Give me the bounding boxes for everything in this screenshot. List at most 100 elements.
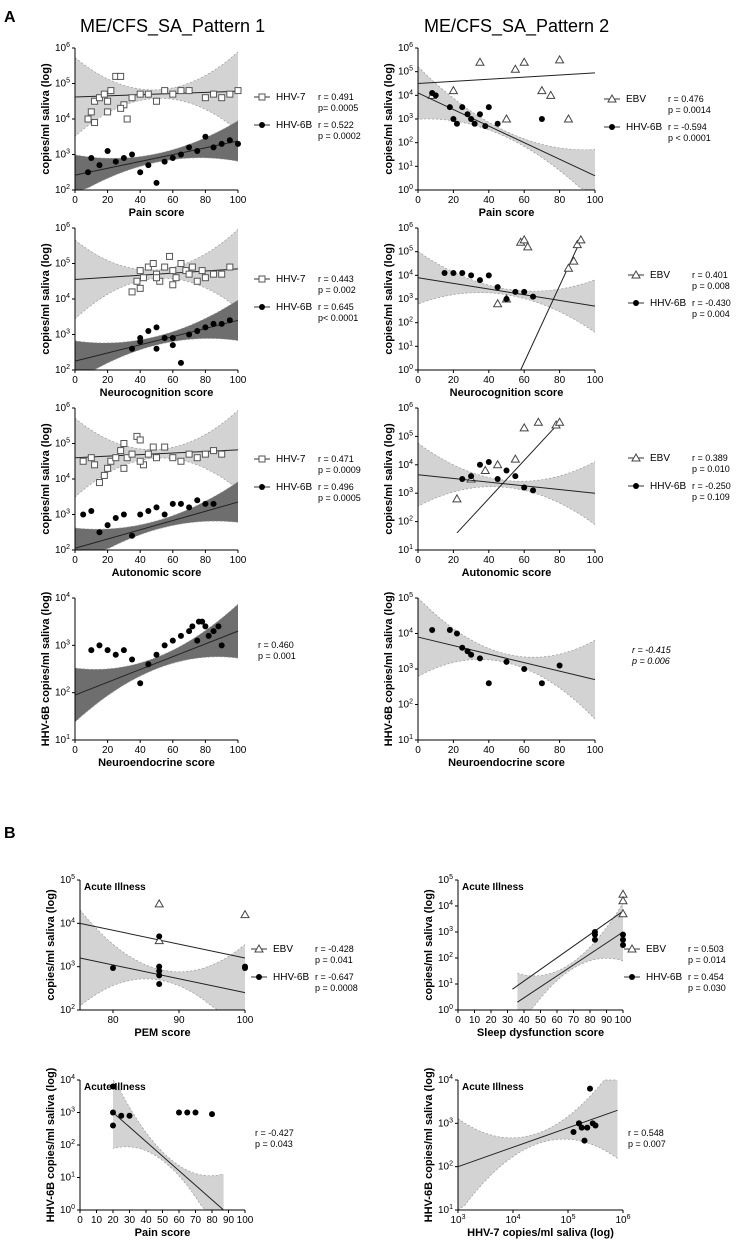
a3-stat-p-1: p< 0.0001 [318,313,358,323]
a3-HHV-7-point-1 [133,277,141,285]
a1-ytick-label-5: 105 [55,78,70,90]
a6-HHV-6B-point-6 [512,473,519,480]
a1-HHV-6B-point-18 [226,137,233,144]
a1-xtick-label-100: 100 [230,195,247,206]
a4-HHV-6B-point-10 [530,293,537,300]
a1-HHV-7-point-4 [100,90,108,98]
a3-stat-p-0: p = 0.002 [318,285,356,295]
a2-EBV-point-7 [545,90,556,99]
b3-HHV-6B-point-7 [192,1109,199,1116]
a3-HHV-7-point-2 [136,267,144,275]
a1-HHV-6B-ci-band [75,120,238,190]
b3-xtick-label-40: 40 [140,1215,152,1226]
a6-HHV-6B-fit-line [417,474,596,494]
a7-HHV-6B-point-3 [112,651,119,658]
a5-HHV-6B-point-10 [161,511,168,518]
a3-x-axis-title: Neurocognition score [100,387,214,399]
a1-HHV-6B-point-17 [218,140,225,147]
a3-HHV-6B-point-0 [129,345,136,352]
a5-HHV-6B-point-11 [169,500,176,507]
a3-y-axis-title: copies/ml saliva (log) [40,243,52,355]
a1-HHV-7-point-11 [128,94,136,102]
a3-HHV-6B-point-9 [202,324,209,331]
b3-ytick-label-3: 103 [60,1107,75,1119]
a3-HHV-7-point-23 [153,274,160,282]
a4-EBV-point-8 [575,234,586,244]
a4-EBV-point-4 [522,241,533,251]
b2-xtick-label-70: 70 [568,1015,580,1026]
a3-HHV-6B-point-2 [145,327,152,334]
a5-HHV-7-point-6 [107,457,115,465]
a6-ytick-label-4: 104 [398,459,413,471]
b1-EBV-point-2 [240,909,250,919]
a1-ytick-label-2: 102 [55,184,70,196]
a8-xtick-label-60: 60 [519,745,531,756]
a7-HHV-6B-point-18 [215,623,222,630]
a1-HHV-7-point-23 [234,87,242,95]
b3-HHV-6B-point-0 [110,1083,116,1090]
b1-HHV-6B-point-3 [156,972,163,979]
a1-xtick-label-0: 0 [72,195,78,206]
a4-HHV-6B-point-1 [450,269,457,276]
a4-x-axis-title: Neurocognition score [450,387,564,399]
a3-HHV-7-point-11 [172,274,180,282]
a5-HHV-7-point-20 [177,457,185,465]
a6-legend-marker-1 [633,483,639,489]
a5-stat-r-1: r = 0.496 [318,482,354,492]
a2-stat-r-1: r = -0.594 [668,122,707,132]
b2-xtick-label-10: 10 [469,1015,481,1026]
a3-xtick-label-0: 0 [72,375,78,386]
a6-EBV-point-6 [533,417,544,426]
b4-HHV-6B-point-2 [576,1120,582,1127]
a7-xtick-label-80: 80 [200,745,212,756]
b3-xtick-label-60: 60 [173,1215,185,1226]
a1-HHV-7-point-13 [144,90,152,98]
a6-HHV-6B-point-8 [530,487,537,494]
a3-HHV-7-point-3 [139,274,147,282]
b2-xtick-label-90: 90 [601,1015,613,1026]
b4-xtick-label-6: 106 [615,1214,630,1226]
b1-stat-r-0: r = -0.428 [315,944,354,954]
a5-xtick-label-100: 100 [230,555,247,566]
a1-HHV-7-point-20 [210,90,218,98]
a2-ytick-label-5: 105 [398,66,413,78]
a2-HHV-6B-point-8 [471,120,478,127]
b3-xtick-label-100: 100 [237,1215,254,1226]
a5-stat-p-1: p = 0.0005 [318,493,361,503]
a6-xtick-label-80: 80 [554,555,566,566]
a5-HHV-7-point-18 [161,443,169,451]
a3-HHV-7-point-4 [144,263,152,271]
a7-xtick-label-0: 0 [72,745,78,756]
a1-stat-p-0: p= 0.0005 [318,103,358,113]
a7-HHV-6B-ci-lower [74,656,239,723]
a3-HHV-6B-fit-line [74,319,239,362]
a5-HHV-7-point-2 [91,461,99,469]
a3-HHV-7-point-10 [169,267,177,275]
a1-HHV-6B-point-1 [88,155,95,162]
a8-HHV-6B-point-3 [459,644,466,651]
a3-HHV-6B-point-6 [177,359,184,366]
a3-HHV-6B-ci-upper [74,299,239,344]
a1-xtick-label-40: 40 [135,195,147,206]
a1-HHV-6B-point-10 [161,158,168,165]
a7-HHV-6B-point-2 [104,647,111,654]
a2-legend-marker-0 [607,93,617,103]
a3-legend-label-0: HHV-7 [276,274,306,285]
panel-b-label: B [4,825,16,842]
b3-HHV-6B-ci-band [113,1080,224,1210]
b4-HHV-6B-point-6 [587,1085,593,1092]
a5-HHV-7-point-15 [144,450,152,458]
a6-EBV-point-0 [452,493,462,503]
a3-HHV-7-point-19 [210,270,218,278]
a2-HHV-6B-point-1 [432,92,439,99]
a1-stat-p-1: p = 0.0002 [318,131,361,141]
a8-x-axis-title: Neuroendocrine score [448,757,565,769]
a2-EBV-point-9 [563,113,574,123]
a1-HHV-6B-point-2 [96,162,103,169]
b2-xtick-label-60: 60 [551,1015,563,1026]
a4-ytick-label-6: 106 [398,222,413,234]
a2-HHV-6B-point-3 [450,116,457,122]
a2-xtick-label-100: 100 [587,195,604,206]
a7-HHV-6B-point-13 [194,637,201,644]
a8-stat-r: r = -0.415 [632,645,672,655]
